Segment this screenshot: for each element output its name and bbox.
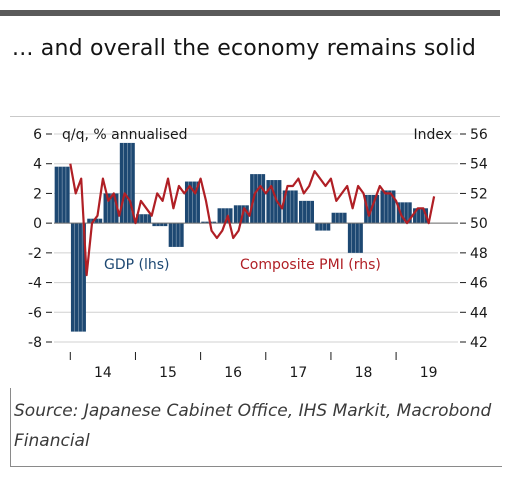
x-tick-label: 17 [289, 365, 307, 381]
chart-title: ... and overall the economy remains soli… [12, 36, 476, 61]
x-tick-label: 15 [159, 365, 177, 381]
left-tick-label: -2 [28, 246, 42, 262]
source-left-rule [10, 388, 11, 466]
right-tick-label: 52 [470, 186, 488, 202]
source-note: Source: Japanese Cabinet Office, IHS Mar… [14, 401, 492, 451]
bottom-rule [10, 466, 502, 467]
left-tick-label: 2 [33, 186, 42, 202]
right-tick-label: 42 [470, 335, 488, 351]
left-tick-label: 4 [33, 157, 42, 173]
title-divider [10, 116, 500, 117]
left-tick-label: 6 [33, 127, 42, 143]
left-tick-label: -8 [28, 335, 42, 351]
right-tick-label: 44 [470, 305, 488, 321]
left-tick-label: -4 [28, 276, 42, 292]
x-tick-label: 19 [420, 365, 438, 381]
legend-gdp: GDP (lhs) [104, 257, 170, 273]
x-tick-label: 16 [224, 365, 242, 381]
pmi-line [69, 163, 436, 277]
legend-pmi: Composite PMI (rhs) [240, 257, 381, 273]
right-tick-label: 54 [470, 157, 488, 173]
left-tick-label: -6 [28, 305, 42, 321]
right-tick-label: 46 [470, 276, 488, 292]
left-axis-label: q/q, % annualised [62, 127, 188, 143]
right-axis-label: Index [413, 127, 452, 143]
right-tick-label: 50 [470, 216, 488, 232]
x-tick-label: 14 [94, 365, 112, 381]
right-tick-label: 48 [470, 246, 488, 262]
right-tick-label: 56 [470, 127, 488, 143]
top-rule [0, 10, 500, 16]
left-tick-label: 0 [33, 216, 42, 232]
x-tick-label: 18 [355, 365, 373, 381]
